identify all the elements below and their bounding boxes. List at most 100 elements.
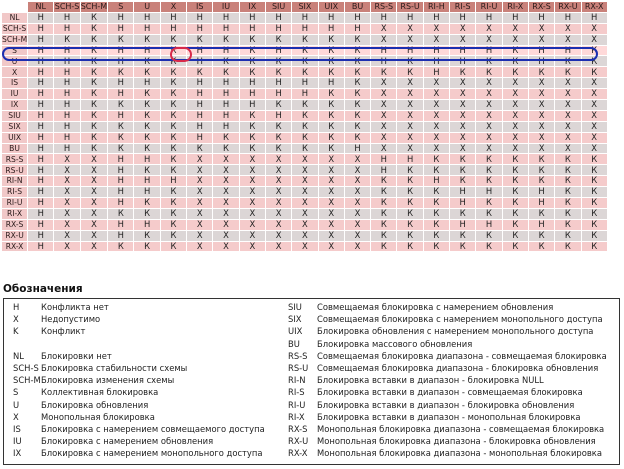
matrix-cell: Х xyxy=(527,99,556,111)
matrix-cell: К xyxy=(580,218,608,231)
matrix-cell: Х xyxy=(212,207,240,220)
legend-entry: RX-U Монопольная блокировка диапазона - б… xyxy=(288,436,596,446)
legend-entry: U Блокировка обновления xyxy=(13,400,148,410)
matrix-cell: К xyxy=(554,197,582,209)
matrix-cell: К xyxy=(79,109,109,122)
matrix-cell: Х xyxy=(212,186,240,199)
matrix-cell: Н xyxy=(107,11,135,24)
matrix-cell: К xyxy=(79,77,109,90)
matrix-cell: К xyxy=(291,109,319,122)
matrix-cell: Х xyxy=(264,186,293,199)
legend-entry: UIX Блокировка обновления с намерением мо… xyxy=(288,326,593,336)
matrix-cell: Н xyxy=(27,197,55,209)
matrix-cell: К xyxy=(343,88,372,101)
matrix-cell: К xyxy=(186,142,214,155)
matrix-cell: К xyxy=(291,33,319,46)
matrix-cell: Н xyxy=(527,11,556,24)
matrix-cell: Н xyxy=(291,22,319,35)
matrix-cell: К xyxy=(107,207,135,220)
matrix-cell: Х xyxy=(527,22,556,35)
legend-title: Обозначения xyxy=(3,283,83,295)
legend-code: X xyxy=(13,411,19,422)
legend-entry: RI-U Блокировка вставки в диапазон - блок… xyxy=(288,400,574,410)
legend-entry: IX Блокировка с намерением монопольного д… xyxy=(13,448,263,458)
row-header: UIX xyxy=(0,131,29,144)
matrix-cell: Н xyxy=(422,66,451,79)
matrix-cell: Х xyxy=(212,240,240,253)
matrix-cell: Н xyxy=(133,153,161,166)
matrix-cell: Н xyxy=(475,11,503,24)
matrix-cell: Х xyxy=(238,175,266,188)
legend-description: Блокировки нет xyxy=(41,350,112,361)
matrix-cell: К xyxy=(79,33,109,46)
matrix-cell: К xyxy=(291,120,319,133)
column-header: RX-S xyxy=(527,1,556,13)
matrix-cell: Х xyxy=(554,22,582,35)
matrix-cell: К xyxy=(159,33,188,46)
matrix-cell: Н xyxy=(133,218,161,231)
matrix-cell: Х xyxy=(317,175,345,188)
matrix-cell: Х xyxy=(291,218,319,231)
matrix-cell: Х xyxy=(238,218,266,231)
matrix-cell: Х xyxy=(343,153,372,166)
column-header: U xyxy=(133,1,161,13)
matrix-cell: Х xyxy=(554,120,582,133)
matrix-cell: Н xyxy=(27,109,55,122)
matrix-cell: К xyxy=(370,240,398,253)
matrix-cell: Х xyxy=(580,88,608,101)
legend-entry: X Монопольная блокировка xyxy=(13,412,155,422)
matrix-cell: Х xyxy=(554,77,582,90)
matrix-cell: К xyxy=(133,240,161,253)
matrix-cell: Х xyxy=(264,240,293,253)
matrix-cell: Х xyxy=(396,120,424,133)
matrix-cell: К xyxy=(107,33,135,46)
matrix-cell: Х xyxy=(53,229,81,242)
matrix-cell: К xyxy=(422,240,451,253)
matrix-cell: Х xyxy=(475,33,503,46)
legend-code: K xyxy=(13,326,19,337)
matrix-cell: Х xyxy=(186,197,214,209)
matrix-cell: Н xyxy=(53,88,81,101)
matrix-cell: Н xyxy=(527,218,556,231)
matrix-cell: Х xyxy=(527,142,556,155)
row-header: X xyxy=(0,66,29,79)
matrix-cell: Х xyxy=(264,153,293,166)
matrix-cell: К xyxy=(317,99,345,111)
matrix-cell: Х xyxy=(475,120,503,133)
matrix-cell: К xyxy=(475,229,503,242)
matrix-cell: Х xyxy=(527,33,556,46)
matrix-cell: К xyxy=(317,120,345,133)
matrix-cell: Х xyxy=(212,218,240,231)
legend-code: SCH-S xyxy=(13,363,39,373)
column-header: RS-U xyxy=(396,1,424,13)
matrix-cell: К xyxy=(527,164,556,177)
matrix-cell: Х xyxy=(264,229,293,242)
matrix-cell: Н xyxy=(264,77,293,90)
matrix-cell: Н xyxy=(133,186,161,199)
row-header: IX xyxy=(0,99,29,111)
matrix-cell: Х xyxy=(317,164,345,177)
matrix-cell: Х xyxy=(475,88,503,101)
matrix-cell: Х xyxy=(343,197,372,209)
matrix-cell: Х xyxy=(501,142,529,155)
matrix-cell: К xyxy=(475,197,503,209)
legend-code: RI-U xyxy=(288,399,306,410)
row-header: RX-S xyxy=(0,218,29,231)
matrix-cell: К xyxy=(580,66,608,79)
matrix-cell: К xyxy=(133,99,161,111)
matrix-cell: Н xyxy=(27,164,55,177)
matrix-cell: К xyxy=(396,197,424,209)
matrix-cell: Х xyxy=(449,99,477,111)
matrix-cell: К xyxy=(554,240,582,253)
matrix-cell: К xyxy=(238,142,266,155)
matrix-row: NL Н Н К Н Н Н Н Н Н Н Н Н Н Н Н Н Н Н Н Н Н Н xyxy=(0,11,608,24)
column-header: BU xyxy=(343,1,372,13)
matrix-cell: К xyxy=(580,164,608,177)
legend-description: Блокировка с намерением совмещаемого дос… xyxy=(41,424,265,434)
matrix-cell: Н xyxy=(264,88,293,101)
matrix-cell: Х xyxy=(449,120,477,133)
matrix-cell: Х xyxy=(396,77,424,90)
matrix-cell: Х xyxy=(291,186,319,199)
